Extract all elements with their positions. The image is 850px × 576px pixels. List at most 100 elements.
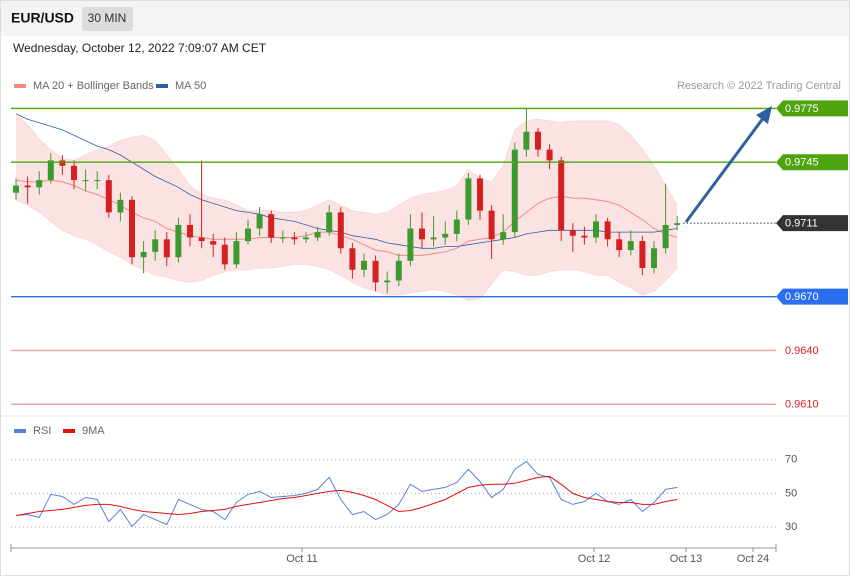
candle-body xyxy=(558,160,565,231)
candle-body xyxy=(233,241,240,265)
candle-body xyxy=(674,223,681,225)
legend-label: MA 20 + Bollinger Bands xyxy=(33,80,154,92)
candle-body xyxy=(13,185,19,193)
forecast-arrow xyxy=(684,116,766,223)
level-label: 0.9745 xyxy=(785,157,819,169)
candle-body xyxy=(569,230,576,236)
credit: Research © 2022 Trading Central xyxy=(677,80,841,92)
level-label: 0.9775 xyxy=(785,103,819,115)
candle-body xyxy=(523,131,530,150)
candle-body xyxy=(361,260,367,270)
x-tick-label: Oct 12 xyxy=(578,553,610,565)
forecast-arrowhead xyxy=(756,106,772,124)
level-label: 0.9711 xyxy=(785,218,818,230)
plot: MA 20 + Bollinger Bands MA 50 0.9775 0.9745… xyxy=(10,80,848,565)
candle-body xyxy=(326,212,333,233)
candle-body xyxy=(488,210,495,240)
candle-body xyxy=(36,180,43,188)
rsi-line xyxy=(15,460,678,528)
candle-body xyxy=(279,237,286,239)
candle-body xyxy=(245,228,251,242)
x-tick-label: Oct 24 xyxy=(737,553,769,565)
level-label: 0.9670 xyxy=(785,291,819,303)
candle-body xyxy=(639,241,646,268)
candle-body xyxy=(47,160,54,181)
candle-body xyxy=(210,241,217,245)
y-tick-label: 70 xyxy=(785,454,797,466)
candle-body xyxy=(303,237,309,240)
ma-line xyxy=(15,179,678,256)
candle-body xyxy=(604,221,611,240)
level-tag xyxy=(776,154,848,171)
candle-body xyxy=(187,224,193,238)
candle-body xyxy=(140,251,147,258)
candle-body xyxy=(152,239,159,252)
candle-body xyxy=(616,239,623,251)
legend-label: MA 50 xyxy=(175,80,206,92)
candle-body xyxy=(94,180,101,182)
level-tag xyxy=(776,100,848,117)
symbol: EUR/USD xyxy=(11,10,74,26)
candle-body xyxy=(511,149,518,233)
candle-body xyxy=(268,214,275,238)
candle-body xyxy=(175,224,182,258)
level-tag xyxy=(776,288,848,305)
candle-body xyxy=(662,224,669,249)
candle-body xyxy=(535,131,541,150)
candle-body xyxy=(59,160,66,166)
candle-body xyxy=(384,280,391,283)
candle-body xyxy=(314,232,321,238)
candle-body xyxy=(337,212,344,249)
candle-body xyxy=(627,241,634,251)
y-tick-label: 30 xyxy=(785,521,797,533)
timestamp: Wednesday, October 12, 2022 7:09:07 AM C… xyxy=(13,41,267,55)
candle-body xyxy=(500,232,507,240)
candle-body xyxy=(117,199,124,213)
rsi-line xyxy=(15,475,678,516)
candle-body xyxy=(651,248,657,268)
candle-body xyxy=(221,244,228,265)
candle-body xyxy=(546,149,553,161)
candle-body xyxy=(71,165,77,181)
timeframe[interactable]: 30 MIN xyxy=(88,11,127,25)
header-bar xyxy=(1,1,849,36)
candle-body xyxy=(477,178,483,211)
ma-line xyxy=(15,113,678,249)
legend-label: RSI xyxy=(33,425,51,437)
timeframe-box[interactable] xyxy=(82,7,133,31)
candle-body xyxy=(407,228,414,261)
candle-body xyxy=(198,237,205,242)
candle-body xyxy=(291,237,298,240)
candle-body xyxy=(82,180,89,182)
candle-body xyxy=(372,260,379,283)
candle-body xyxy=(129,199,135,258)
candle-body xyxy=(419,228,425,240)
legend-swatch xyxy=(14,84,26,88)
x-tick-label: Oct 11 xyxy=(286,553,318,565)
candle-body xyxy=(430,237,437,240)
candle-body xyxy=(593,221,599,238)
candle-body xyxy=(581,235,588,238)
candle-body xyxy=(453,219,460,234)
legend-swatch xyxy=(156,84,168,88)
candle-body xyxy=(163,239,170,258)
candle-body xyxy=(24,185,31,188)
legend-label: 9MA xyxy=(82,425,105,437)
x-tick-label: Oct 13 xyxy=(670,553,702,565)
legend-swatch xyxy=(14,429,26,433)
candle-body xyxy=(395,260,402,281)
candle-body xyxy=(465,178,472,220)
bollinger-upper xyxy=(15,115,678,215)
candle-body xyxy=(256,214,263,229)
level-tag xyxy=(776,215,848,232)
bollinger-lower xyxy=(15,199,678,301)
level-label: 0.9610 xyxy=(785,399,819,411)
legend-swatch xyxy=(63,429,75,433)
candle-body xyxy=(442,233,449,238)
candle-body xyxy=(105,180,112,213)
level-label: 0.9640 xyxy=(785,345,819,357)
y-tick-label: 50 xyxy=(785,487,797,499)
candle-body xyxy=(349,248,356,270)
